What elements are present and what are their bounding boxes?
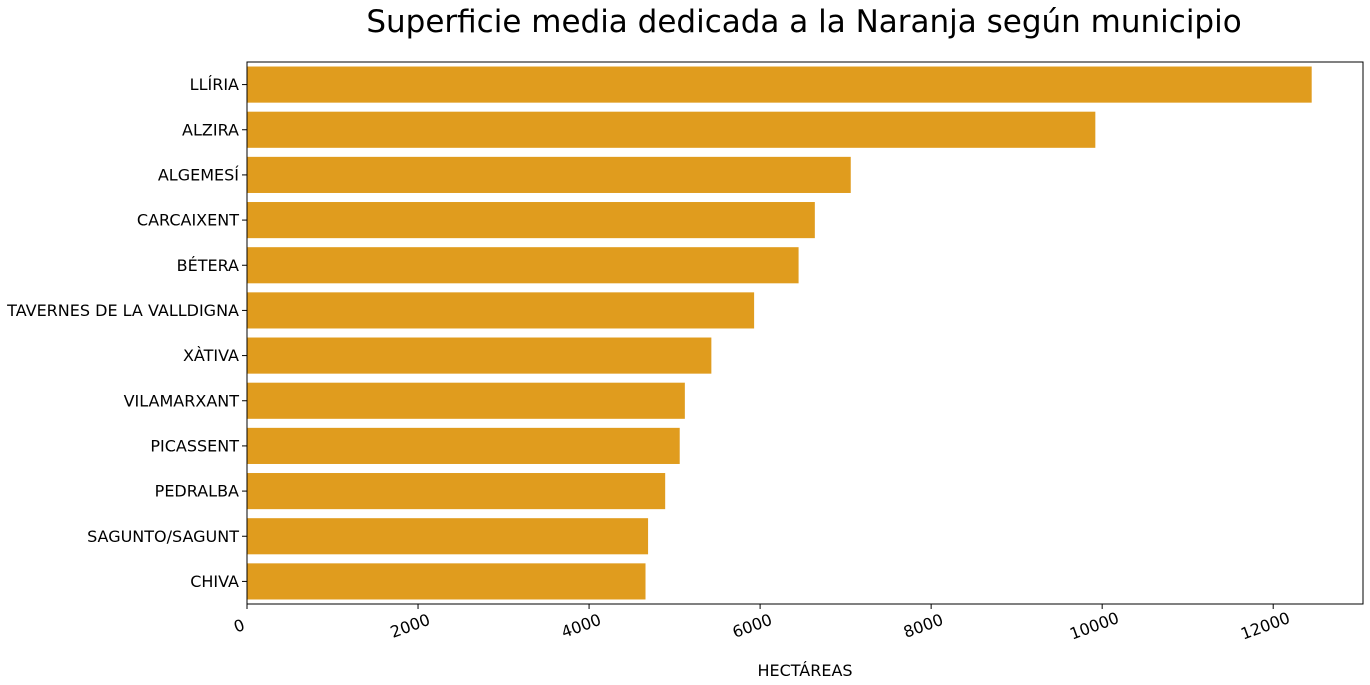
bar [247,427,680,464]
category-label: ALZIRA [182,120,239,139]
bar [247,156,851,193]
bar [247,473,666,510]
bar [247,247,799,284]
x-axis-label: HECTÁREAS [757,661,852,680]
category-label: CARCAIXENT [137,211,239,230]
x-tick-label: 10000 [1067,608,1121,643]
x-tick-label: 4000 [559,610,604,642]
x-axis-ticks-group: 0 2000 4000 6000 8000 10000 12000 [231,604,1292,643]
category-labels-group: LLÍRIA ALZIRA ALGEMESÍ CARCAIXENT BÉTERA TAVE… [6,75,247,591]
bar [247,563,646,600]
category-label: VILAMARXANT [124,391,240,410]
bar [247,337,712,374]
category-label: LLÍRIA [190,75,239,94]
bar [247,292,755,329]
category-label: ALGEMESÍ [158,165,239,184]
category-label: XÀTIVA [183,346,239,365]
bars-group [247,66,1312,600]
category-label: PEDRALBA [155,482,239,501]
category-label: TAVERNES DE LA VALLDIGNA [6,301,239,320]
category-label: CHIVA [190,572,239,591]
bar [247,202,815,239]
bar [247,111,1096,148]
x-tick-label: 8000 [901,610,946,642]
x-tick-label: 0 [231,615,247,636]
x-tick-label: 2000 [388,610,433,642]
category-label: PICASSENT [150,436,239,455]
category-label: BÉTERA [177,256,239,275]
chart-title: Superficie media dedicada a la Naranja s… [366,4,1241,40]
bar [247,66,1312,103]
plot-frame [246,61,1364,605]
category-label: SAGUNTO/SAGUNT [87,527,239,546]
x-tick-label: 12000 [1238,608,1292,643]
x-tick-label: 6000 [730,610,775,642]
bar [247,518,649,555]
bar [247,382,685,419]
